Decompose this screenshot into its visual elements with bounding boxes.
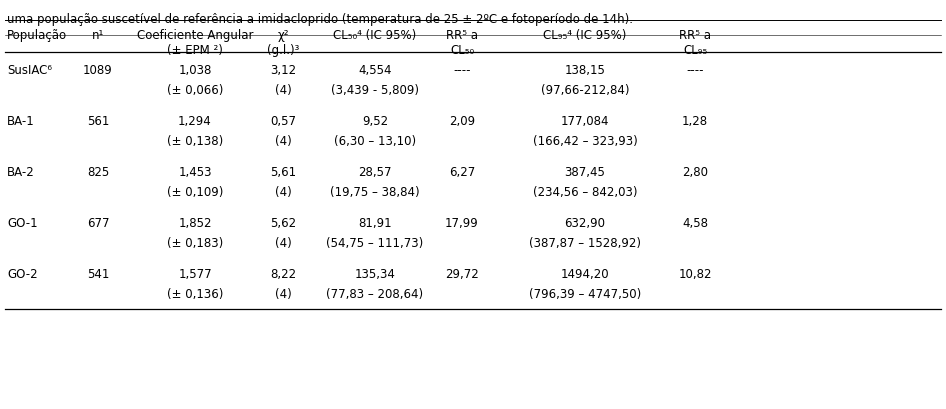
Text: 4,58: 4,58 xyxy=(682,216,708,229)
Text: GO-2: GO-2 xyxy=(7,267,38,280)
Text: (± 0,136): (± 0,136) xyxy=(166,287,223,300)
Text: 10,82: 10,82 xyxy=(678,267,711,280)
Text: 138,15: 138,15 xyxy=(565,64,605,77)
Text: (166,42 – 323,93): (166,42 – 323,93) xyxy=(533,135,638,148)
Text: RR⁵ a: RR⁵ a xyxy=(679,29,711,42)
Text: (± 0,183): (± 0,183) xyxy=(166,236,223,249)
Text: (77,83 – 208,64): (77,83 – 208,64) xyxy=(326,287,424,300)
Text: (4): (4) xyxy=(274,186,291,198)
Text: GO-1: GO-1 xyxy=(7,216,38,229)
Text: 6,27: 6,27 xyxy=(448,166,475,179)
Text: 17,99: 17,99 xyxy=(446,216,479,229)
Text: 561: 561 xyxy=(87,115,109,128)
Text: (± EPM ²): (± EPM ²) xyxy=(167,44,223,57)
Text: Coeficiente Angular: Coeficiente Angular xyxy=(137,29,254,42)
Text: (g.l.)³: (g.l.)³ xyxy=(267,44,299,57)
Text: χ²: χ² xyxy=(277,29,289,42)
Text: 0,57: 0,57 xyxy=(270,115,296,128)
Text: População: População xyxy=(7,29,67,42)
Text: (97,66-212,84): (97,66-212,84) xyxy=(541,84,629,97)
Text: 29,72: 29,72 xyxy=(446,267,479,280)
Text: 5,61: 5,61 xyxy=(270,166,296,179)
Text: (796,39 – 4747,50): (796,39 – 4747,50) xyxy=(529,287,641,300)
Text: uma população suscetível de referência a imidacloprido (temperatura de 25 ± 2ºC : uma população suscetível de referência a… xyxy=(7,13,633,26)
Text: CL₅₀: CL₅₀ xyxy=(450,44,474,57)
Text: (234,56 – 842,03): (234,56 – 842,03) xyxy=(533,186,638,198)
Text: 1,852: 1,852 xyxy=(178,216,212,229)
Text: 541: 541 xyxy=(87,267,109,280)
Text: (19,75 – 38,84): (19,75 – 38,84) xyxy=(330,186,420,198)
Text: 4,554: 4,554 xyxy=(359,64,392,77)
Text: (± 0,138): (± 0,138) xyxy=(166,135,223,148)
Text: 387,45: 387,45 xyxy=(565,166,605,179)
Text: BA-1: BA-1 xyxy=(7,115,35,128)
Text: (3,439 - 5,809): (3,439 - 5,809) xyxy=(331,84,419,97)
Text: (4): (4) xyxy=(274,135,291,148)
Text: (4): (4) xyxy=(274,236,291,249)
Text: 1,28: 1,28 xyxy=(682,115,708,128)
Text: SusIAC⁶: SusIAC⁶ xyxy=(7,64,52,77)
Text: (387,87 – 1528,92): (387,87 – 1528,92) xyxy=(529,236,641,249)
Text: BA-2: BA-2 xyxy=(7,166,35,179)
Text: n¹: n¹ xyxy=(92,29,104,42)
Text: (4): (4) xyxy=(274,287,291,300)
Text: 177,084: 177,084 xyxy=(561,115,609,128)
Text: 9,52: 9,52 xyxy=(362,115,388,128)
Text: (± 0,066): (± 0,066) xyxy=(166,84,223,97)
Text: (6,30 – 13,10): (6,30 – 13,10) xyxy=(334,135,416,148)
Text: CL₉₅⁴ (IC 95%): CL₉₅⁴ (IC 95%) xyxy=(543,29,626,42)
Text: 1,294: 1,294 xyxy=(178,115,212,128)
Text: 1,577: 1,577 xyxy=(178,267,212,280)
Text: 135,34: 135,34 xyxy=(355,267,395,280)
Text: RR⁵ a: RR⁵ a xyxy=(446,29,478,42)
Text: 825: 825 xyxy=(87,166,109,179)
Text: CL₉₅: CL₉₅ xyxy=(683,44,707,57)
Text: 5,62: 5,62 xyxy=(270,216,296,229)
Text: CL₅₀⁴ (IC 95%): CL₅₀⁴ (IC 95%) xyxy=(333,29,416,42)
Text: (4): (4) xyxy=(274,84,291,97)
Text: 28,57: 28,57 xyxy=(359,166,392,179)
Text: 81,91: 81,91 xyxy=(359,216,392,229)
Text: 1,453: 1,453 xyxy=(178,166,212,179)
Text: 632,90: 632,90 xyxy=(565,216,605,229)
Text: 677: 677 xyxy=(87,216,109,229)
Text: ----: ---- xyxy=(686,64,704,77)
Text: (54,75 – 111,73): (54,75 – 111,73) xyxy=(326,236,424,249)
Text: 3,12: 3,12 xyxy=(270,64,296,77)
Text: 8,22: 8,22 xyxy=(270,267,296,280)
Text: 2,09: 2,09 xyxy=(449,115,475,128)
Text: 2,80: 2,80 xyxy=(682,166,708,179)
Text: 1,038: 1,038 xyxy=(178,64,212,77)
Text: 1089: 1089 xyxy=(83,64,113,77)
Text: 1494,20: 1494,20 xyxy=(561,267,609,280)
Text: ----: ---- xyxy=(453,64,471,77)
Text: (± 0,109): (± 0,109) xyxy=(166,186,223,198)
